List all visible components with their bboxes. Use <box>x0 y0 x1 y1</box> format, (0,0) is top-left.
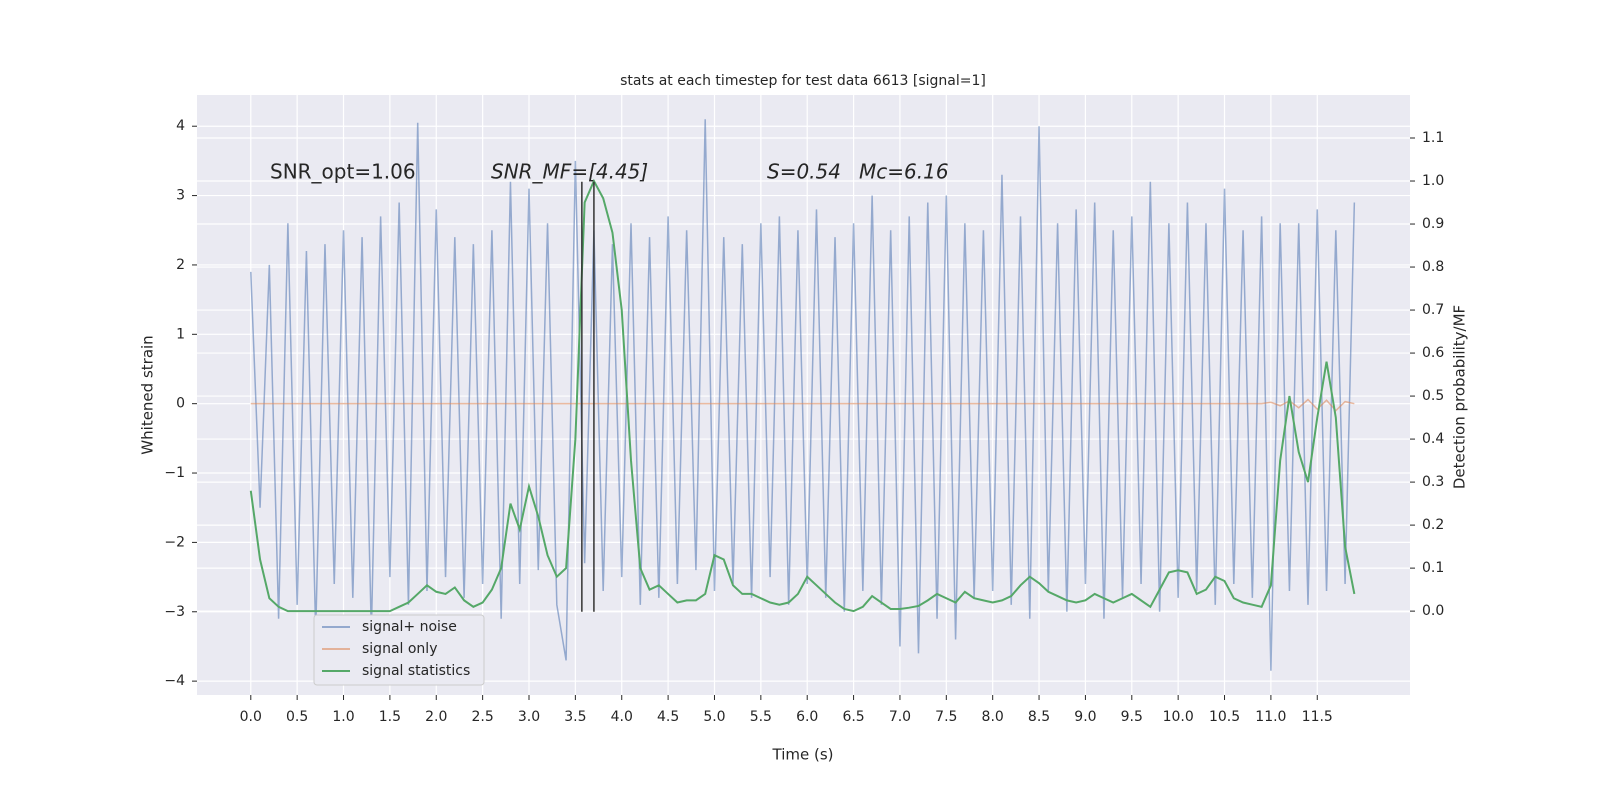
x-tick-label: 3.5 <box>564 709 586 725</box>
y2-tick-label: 0.8 <box>1422 259 1444 275</box>
series-line <box>250 119 1356 671</box>
x-tick-label: 9.5 <box>1121 709 1143 725</box>
y2-tick-label: 0.6 <box>1422 345 1444 361</box>
legend-label: signal statistics <box>362 663 470 679</box>
annotation: S=0.54 <box>767 160 841 184</box>
x-axis-label: Time (s) <box>772 746 834 764</box>
x-tick-label: 2.5 <box>471 709 493 725</box>
y-tick-label: 0 <box>176 396 185 412</box>
annotation: SNR_MF=[4.45] <box>491 160 648 184</box>
x-tick-label: 4.0 <box>611 709 633 725</box>
x-tick-label: 10.5 <box>1209 709 1240 725</box>
y-axis-label: Whitened strain <box>139 335 157 454</box>
x-tick-label: 5.5 <box>750 709 772 725</box>
y2-tick-label: 0.0 <box>1422 603 1444 619</box>
y2-tick-label: 1.1 <box>1422 130 1444 146</box>
x-tick-label: 2.0 <box>425 709 447 725</box>
y2-tick-label: 0.5 <box>1422 388 1444 404</box>
x-tick-label: 5.0 <box>703 709 725 725</box>
x-tick-label: 8.0 <box>982 709 1004 725</box>
y2-tick-label: 0.2 <box>1422 517 1444 533</box>
x-tick-label: 6.0 <box>796 709 818 725</box>
x-tick-label: 7.5 <box>935 709 957 725</box>
y2-tick-label: 0.9 <box>1422 216 1444 232</box>
y2-tick-label: 0.1 <box>1422 560 1444 576</box>
x-tick-label: 7.0 <box>889 709 911 725</box>
y-tick-label: 4 <box>176 118 185 134</box>
x-tick-label: 1.5 <box>379 709 401 725</box>
x-tick-label: 6.5 <box>842 709 864 725</box>
series-line <box>249 178 1356 613</box>
x-tick-label: 1.0 <box>332 709 354 725</box>
y-tick-label: −4 <box>164 673 185 689</box>
legend: signal+ noise signal only signal statistic… <box>313 614 485 686</box>
x-tick-label: 11.0 <box>1255 709 1286 725</box>
y2-tick-label: 0.7 <box>1422 302 1444 318</box>
y2-tick-label: 0.4 <box>1422 431 1444 447</box>
x-tick-label: 3.0 <box>518 709 540 725</box>
chart-title: stats at each timestep for test data 661… <box>620 73 986 89</box>
plot-area <box>197 95 1410 695</box>
y2-axis-label: Detection probability/MF <box>1451 305 1469 489</box>
y-tick-label: 3 <box>176 188 185 204</box>
y2-tick-label: 0.3 <box>1422 474 1444 490</box>
legend-label: signal+ noise <box>362 619 457 635</box>
y-tick-label: 2 <box>176 257 185 273</box>
legend-box <box>313 614 485 686</box>
x-tick-label: 9.0 <box>1074 709 1096 725</box>
x-tick-label: 11.5 <box>1302 709 1333 725</box>
y2-tick-label: 1.0 <box>1422 173 1444 189</box>
legend-label: signal only <box>362 641 437 657</box>
x-tick-label: 8.5 <box>1028 709 1050 725</box>
series-line <box>250 398 1355 412</box>
annotation: Mc=6.16 <box>859 160 949 184</box>
x-tick-label: 0.0 <box>240 709 262 725</box>
x-tick-label: 0.5 <box>286 709 308 725</box>
y-tick-label: −3 <box>164 604 185 620</box>
annotation: SNR_opt=1.06 <box>270 160 416 184</box>
y-tick-label: −1 <box>164 465 185 481</box>
marks <box>249 119 1356 671</box>
x-tick-label: 4.5 <box>657 709 679 725</box>
y-tick-label: 1 <box>176 326 185 342</box>
x-tick-label: 10.0 <box>1163 709 1194 725</box>
y-tick-label: −2 <box>164 534 185 550</box>
